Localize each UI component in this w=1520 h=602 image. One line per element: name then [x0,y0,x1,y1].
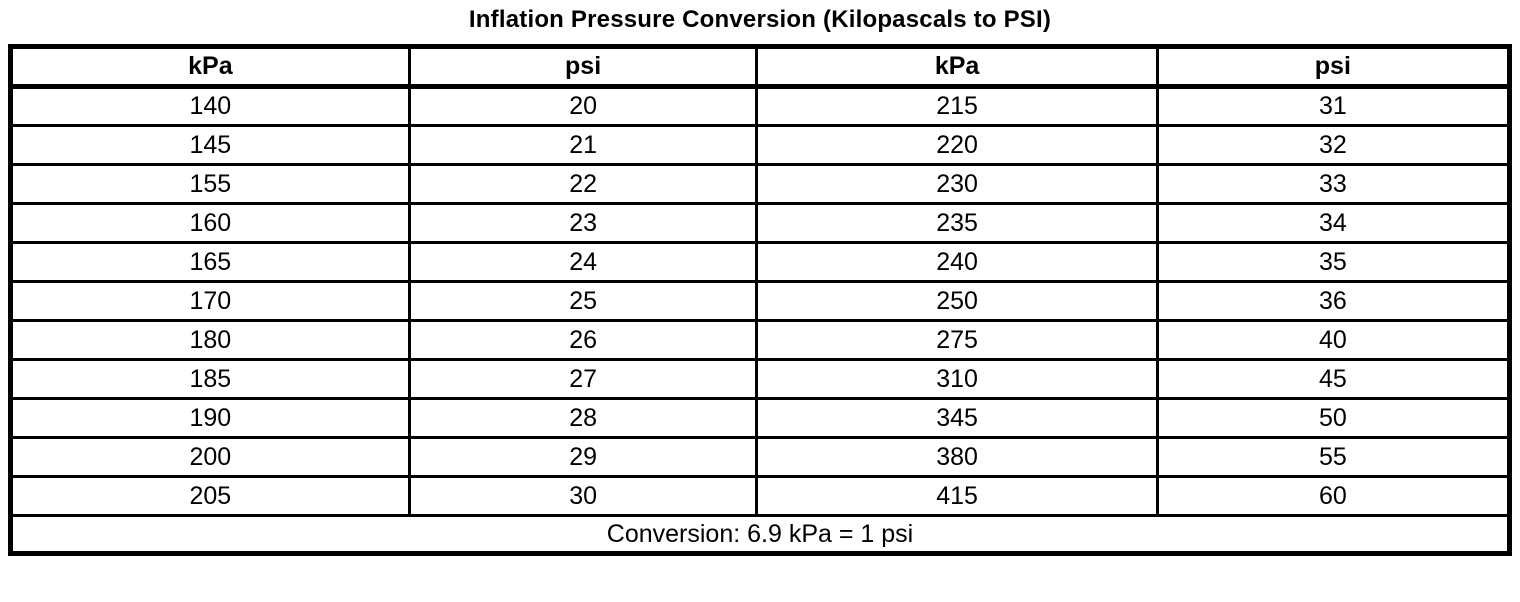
table-cell: 60 [1155,475,1512,517]
table-row: 200 29 380 55 [9,436,1512,478]
conversion-note: Conversion: 6.9 kPa = 1 psi [9,514,1511,555]
table-cell: 215 [755,85,1159,127]
table-cell: 200 [9,436,411,478]
table-cell: 185 [9,358,411,400]
table-cell: 24 [407,241,759,283]
table-cell: 240 [755,241,1159,283]
column-header-psi-right: psi [1155,45,1512,89]
table-cell: 25 [407,280,759,322]
table-cell: 26 [407,319,759,361]
table-cell: 20 [407,85,759,127]
table-cell: 29 [407,436,759,478]
table-cell: 380 [755,436,1159,478]
header-row: kPa psi kPa psi [9,45,1512,89]
table-cell: 31 [1155,85,1512,127]
table-cell: 28 [407,397,759,439]
table-row: 165 24 240 35 [9,241,1512,283]
table-cell: 190 [9,397,411,439]
table-cell: 165 [9,241,411,283]
table-cell: 27 [407,358,759,400]
table-row: 185 27 310 45 [9,358,1512,400]
column-header-psi-left: psi [407,45,759,89]
table-cell: 145 [9,124,411,166]
table-cell: 415 [755,475,1159,517]
table-cell: 180 [9,319,411,361]
table-cell: 40 [1155,319,1512,361]
table-row: 140 20 215 31 [9,85,1512,127]
footer-row: Conversion: 6.9 kPa = 1 psi [9,514,1511,555]
table-cell: 220 [755,124,1159,166]
table-cell: 50 [1155,397,1512,439]
pressure-conversion-table: kPa psi kPa psi 140 20 215 31 145 21 220… [8,44,1512,556]
table-cell: 235 [755,202,1159,244]
table-row: 170 25 250 36 [9,280,1512,322]
table-cell: 33 [1155,163,1512,205]
column-header-kpa-left: kPa [9,45,411,89]
table-row: 145 21 220 32 [9,124,1512,166]
page-title: Inflation Pressure Conversion (Kilopasca… [468,6,1052,33]
table-cell: 21 [407,124,759,166]
table-cell: 250 [755,280,1159,322]
table-cell: 155 [9,163,411,205]
table-cell: 32 [1155,124,1512,166]
table-cell: 30 [407,475,759,517]
table-cell: 55 [1155,436,1512,478]
table-row: 180 26 275 40 [9,319,1512,361]
table-cell: 35 [1155,241,1512,283]
table-cell: 205 [9,475,411,517]
table-cell: 345 [755,397,1159,439]
column-header-kpa-right: kPa [755,45,1159,89]
table-cell: 36 [1155,280,1512,322]
table-cell: 45 [1155,358,1512,400]
table-row: 155 22 230 33 [9,163,1512,205]
table-cell: 140 [9,85,411,127]
table-cell: 160 [9,202,411,244]
table-row: 160 23 235 34 [9,202,1512,244]
table-cell: 275 [755,319,1159,361]
table-cell: 34 [1155,202,1512,244]
table-cell: 22 [407,163,759,205]
table-row: 190 28 345 50 [9,397,1512,439]
table-cell: 230 [755,163,1159,205]
table-cell: 23 [407,202,759,244]
table-row: 205 30 415 60 [9,475,1512,517]
table-cell: 170 [9,280,411,322]
table-cell: 310 [755,358,1159,400]
